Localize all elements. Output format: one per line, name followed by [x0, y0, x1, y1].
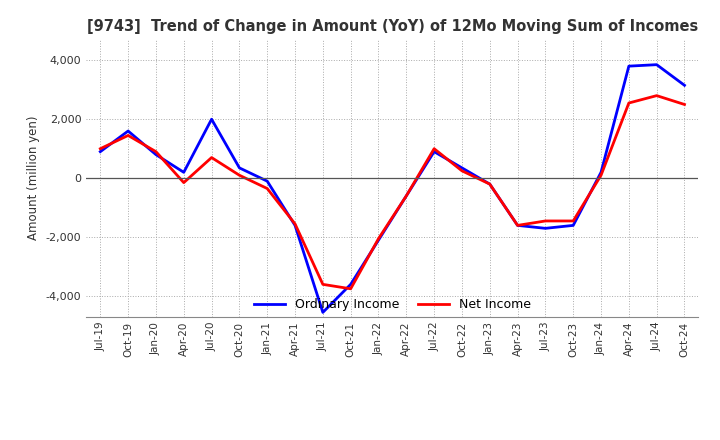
- Title: [9743]  Trend of Change in Amount (YoY) of 12Mo Moving Sum of Incomes: [9743] Trend of Change in Amount (YoY) o…: [87, 19, 698, 34]
- Net Income: [513, 223, 522, 228]
- Net Income: [179, 180, 188, 185]
- Ordinary Income: [207, 117, 216, 122]
- Y-axis label: Amount (million yen): Amount (million yen): [27, 116, 40, 240]
- Net Income: [291, 221, 300, 227]
- Net Income: [207, 155, 216, 160]
- Net Income: [652, 93, 661, 98]
- Net Income: [624, 100, 633, 106]
- Net Income: [124, 133, 132, 138]
- Ordinary Income: [124, 128, 132, 134]
- Ordinary Income: [263, 179, 271, 184]
- Net Income: [374, 236, 383, 241]
- Ordinary Income: [597, 170, 606, 175]
- Ordinary Income: [152, 152, 161, 157]
- Net Income: [569, 218, 577, 224]
- Line: Net Income: Net Income: [100, 95, 685, 289]
- Ordinary Income: [374, 238, 383, 243]
- Ordinary Income: [624, 63, 633, 69]
- Ordinary Income: [485, 181, 494, 187]
- Ordinary Income: [402, 193, 410, 198]
- Net Income: [597, 172, 606, 178]
- Ordinary Income: [652, 62, 661, 67]
- Legend: Ordinary Income, Net Income: Ordinary Income, Net Income: [248, 293, 536, 316]
- Net Income: [152, 149, 161, 154]
- Net Income: [680, 102, 689, 107]
- Ordinary Income: [291, 223, 300, 228]
- Net Income: [318, 282, 327, 287]
- Ordinary Income: [346, 282, 355, 287]
- Net Income: [541, 218, 550, 224]
- Line: Ordinary Income: Ordinary Income: [100, 65, 685, 312]
- Ordinary Income: [430, 149, 438, 154]
- Ordinary Income: [235, 165, 243, 171]
- Net Income: [346, 286, 355, 291]
- Net Income: [263, 186, 271, 191]
- Net Income: [96, 146, 104, 151]
- Ordinary Income: [96, 149, 104, 154]
- Ordinary Income: [569, 223, 577, 228]
- Ordinary Income: [513, 223, 522, 228]
- Ordinary Income: [680, 83, 689, 88]
- Ordinary Income: [458, 165, 467, 171]
- Ordinary Income: [179, 170, 188, 175]
- Net Income: [235, 172, 243, 178]
- Net Income: [430, 146, 438, 151]
- Ordinary Income: [318, 310, 327, 315]
- Net Income: [485, 181, 494, 187]
- Net Income: [458, 168, 467, 173]
- Ordinary Income: [541, 226, 550, 231]
- Net Income: [402, 193, 410, 198]
